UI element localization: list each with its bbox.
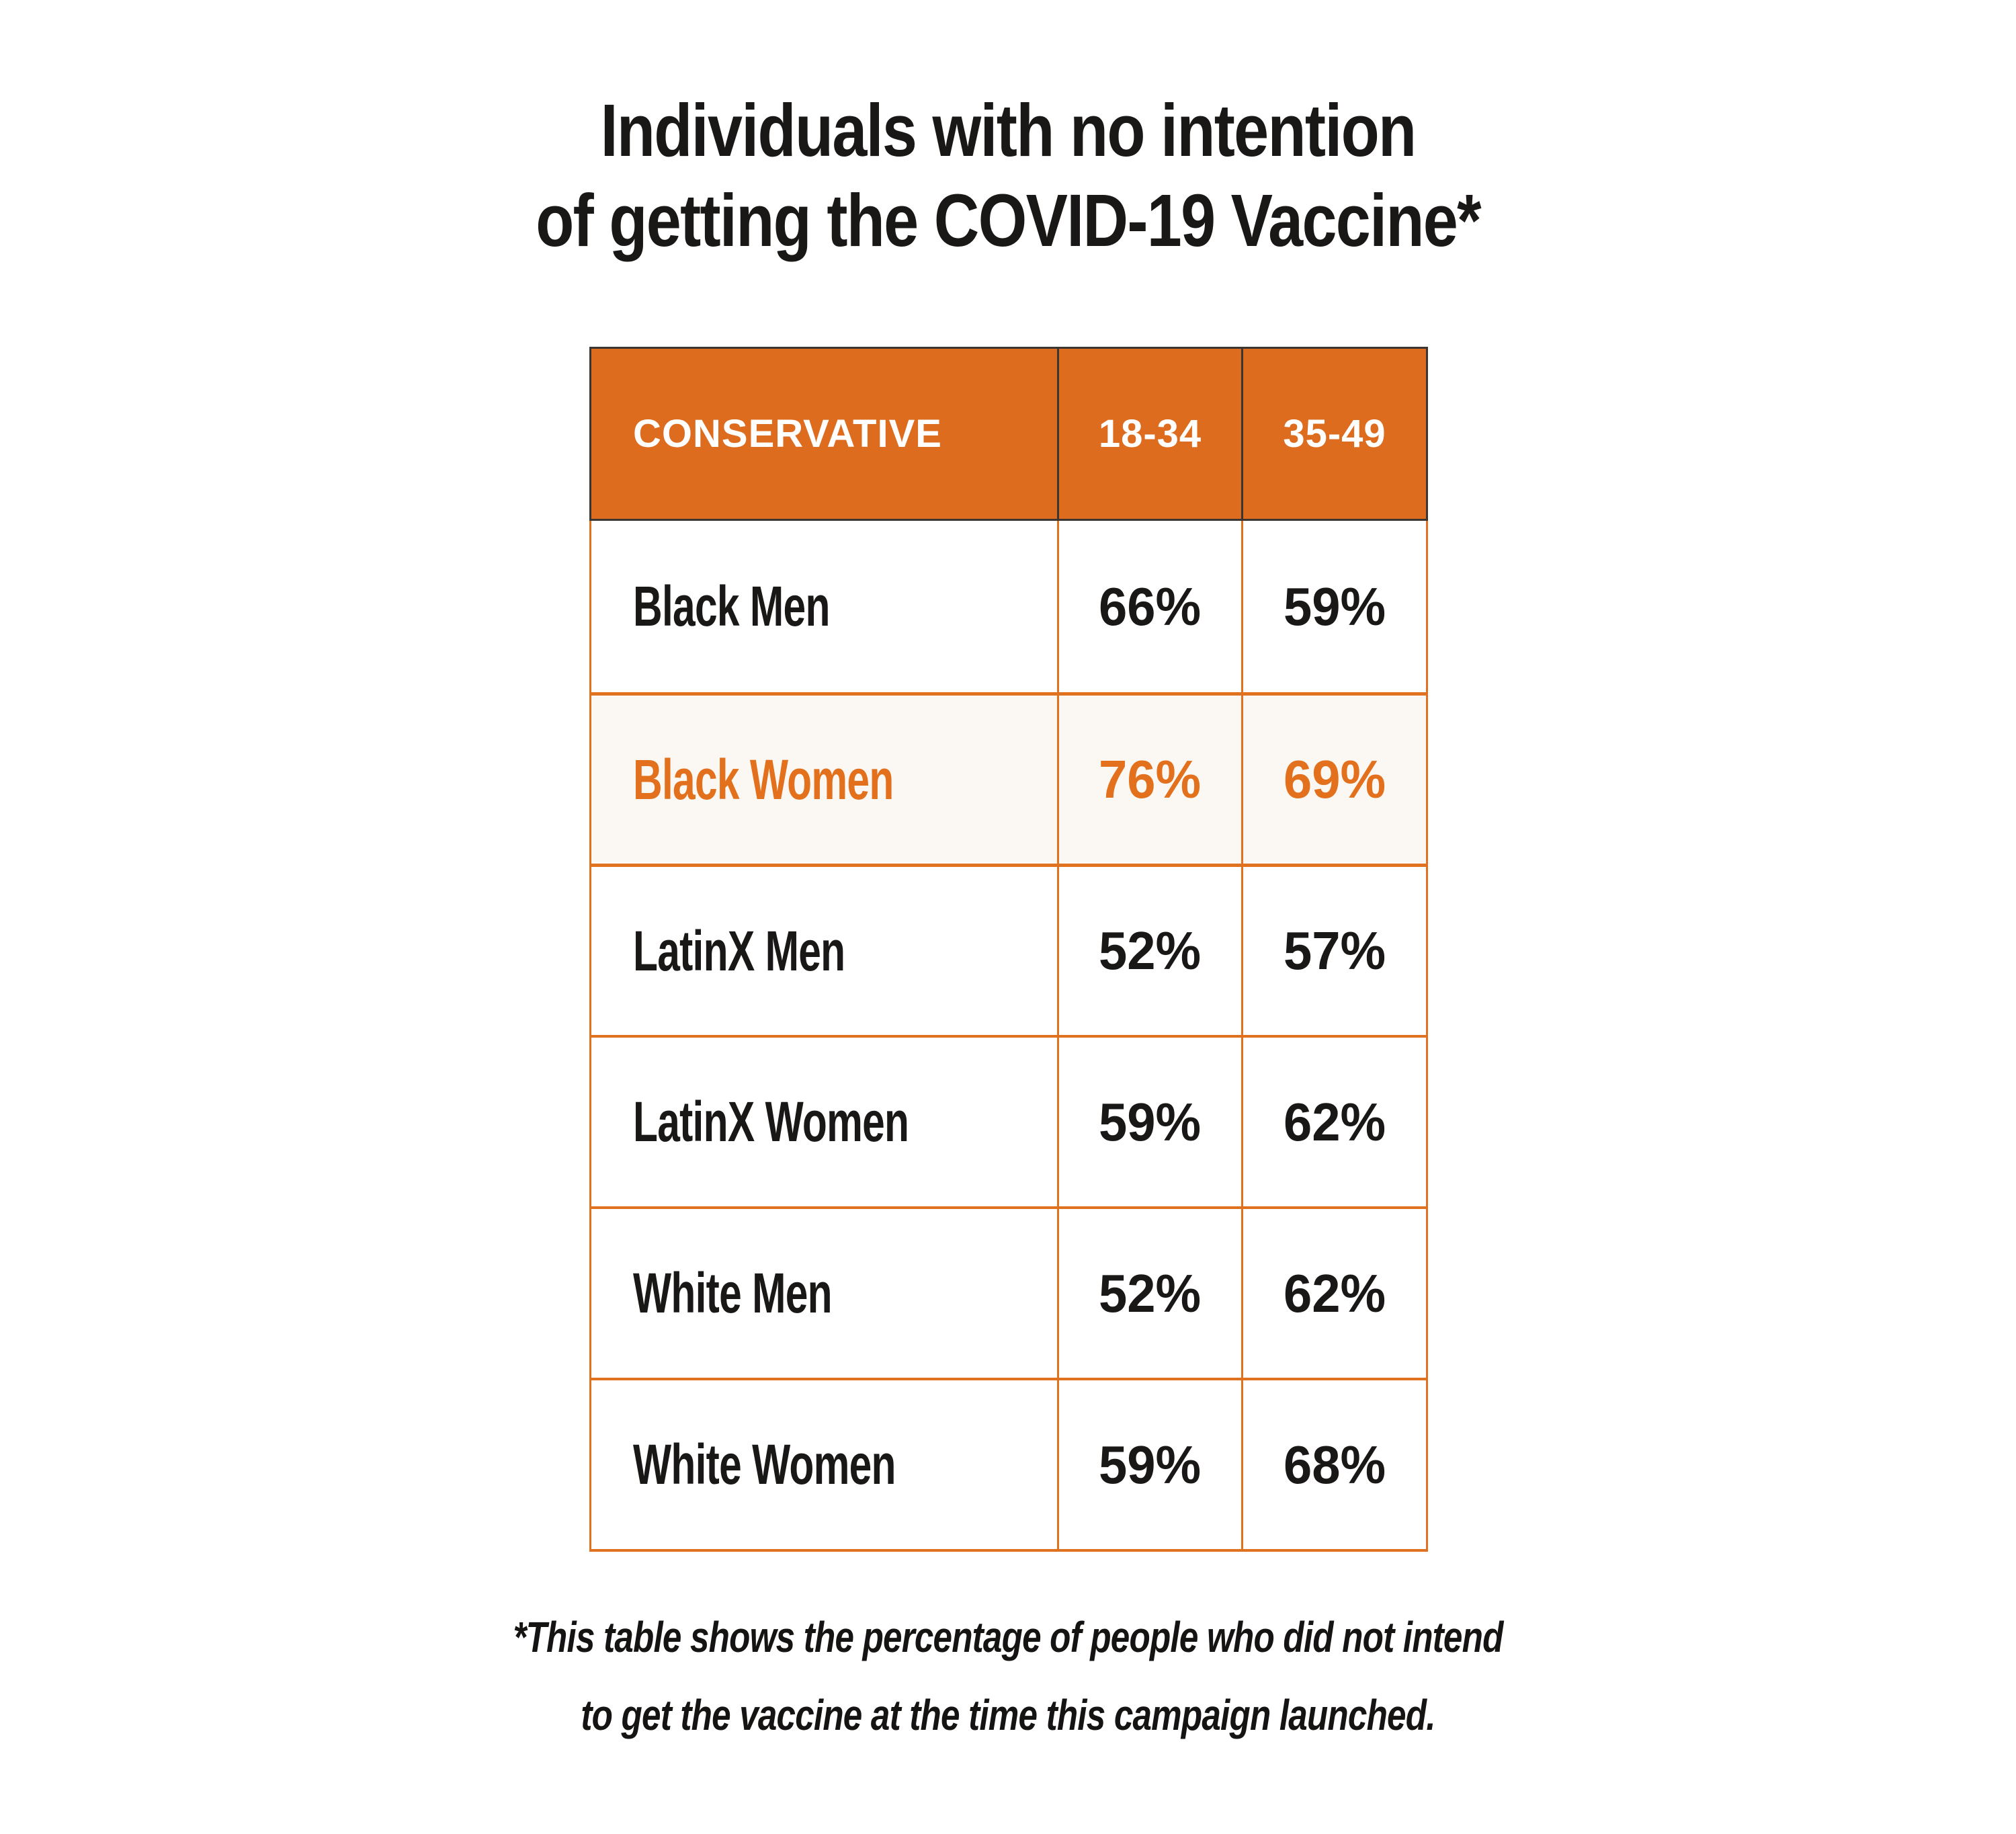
header-cell-conservative: CONSERVATIVE bbox=[633, 412, 942, 456]
row-label: LatinX Women bbox=[633, 1090, 909, 1153]
table-body: Black Men 66% 59% Black Women 76% 69% La… bbox=[589, 521, 1428, 1552]
row-label: LatinX Men bbox=[633, 919, 845, 983]
row-value-18-34: 59% bbox=[1057, 1380, 1241, 1549]
footnote-line2: to get the vaccine at the time this camp… bbox=[581, 1691, 1435, 1740]
row-label: Black Men bbox=[633, 575, 830, 638]
row-value-18-34: 76% bbox=[1057, 696, 1241, 864]
table-row-black-men: Black Men 66% 59% bbox=[591, 521, 1426, 692]
row-value-35-49: 57% bbox=[1241, 867, 1426, 1035]
footnote: *This table shows the percentage of peop… bbox=[202, 1598, 1814, 1755]
header-cell-age-35-49: 35-49 bbox=[1241, 349, 1426, 519]
row-value-18-34: 52% bbox=[1057, 867, 1241, 1035]
table-row-white-men: White Men 52% 62% bbox=[591, 1206, 1426, 1378]
row-value-35-49: 62% bbox=[1241, 1209, 1426, 1378]
data-table: CONSERVATIVE 18-34 35-49 Black Men 66% 5… bbox=[589, 347, 1428, 1552]
row-value-18-34: 66% bbox=[1057, 521, 1241, 692]
page-title-line2: of getting the COVID-19 Vaccine* bbox=[536, 179, 1481, 263]
table-row-latinx-men: LatinX Men 52% 57% bbox=[591, 864, 1426, 1035]
table-header-row: CONSERVATIVE 18-34 35-49 bbox=[589, 347, 1428, 521]
page-title: Individuals with no intention of getting … bbox=[151, 86, 1865, 266]
row-value-18-34: 59% bbox=[1057, 1038, 1241, 1206]
row-value-35-49: 69% bbox=[1241, 696, 1426, 864]
table-row-black-women-highlighted: Black Women 76% 69% bbox=[591, 692, 1426, 864]
row-label: White Men bbox=[633, 1261, 833, 1325]
row-value-35-49: 59% bbox=[1241, 521, 1426, 692]
table-row-white-women: White Women 59% 68% bbox=[591, 1378, 1426, 1549]
row-value-35-49: 62% bbox=[1241, 1038, 1426, 1206]
table-row-latinx-women: LatinX Women 59% 62% bbox=[591, 1035, 1426, 1206]
header-cell-age-18-34: 18-34 bbox=[1057, 349, 1241, 519]
row-label: Black Women bbox=[633, 747, 894, 811]
footnote-line1: *This table shows the percentage of peop… bbox=[513, 1613, 1503, 1661]
row-value-18-34: 52% bbox=[1057, 1209, 1241, 1378]
page-title-line1: Individuals with no intention bbox=[600, 89, 1417, 172]
row-label: White Women bbox=[633, 1433, 896, 1496]
row-value-35-49: 68% bbox=[1241, 1380, 1426, 1549]
